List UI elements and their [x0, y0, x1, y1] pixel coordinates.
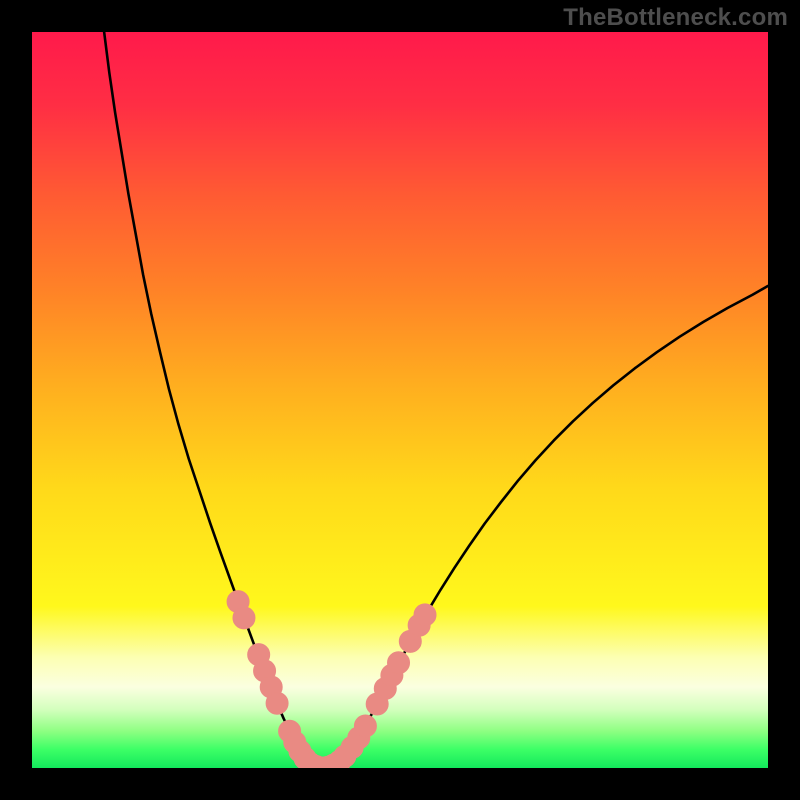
chart-container: TheBottleneck.com — [0, 0, 800, 800]
data-marker — [233, 607, 255, 629]
bottleneck-chart — [0, 0, 800, 800]
data-marker — [414, 604, 436, 626]
watermark-text: TheBottleneck.com — [563, 4, 788, 32]
data-marker — [388, 652, 410, 674]
data-marker — [354, 715, 376, 737]
data-marker — [266, 692, 288, 714]
